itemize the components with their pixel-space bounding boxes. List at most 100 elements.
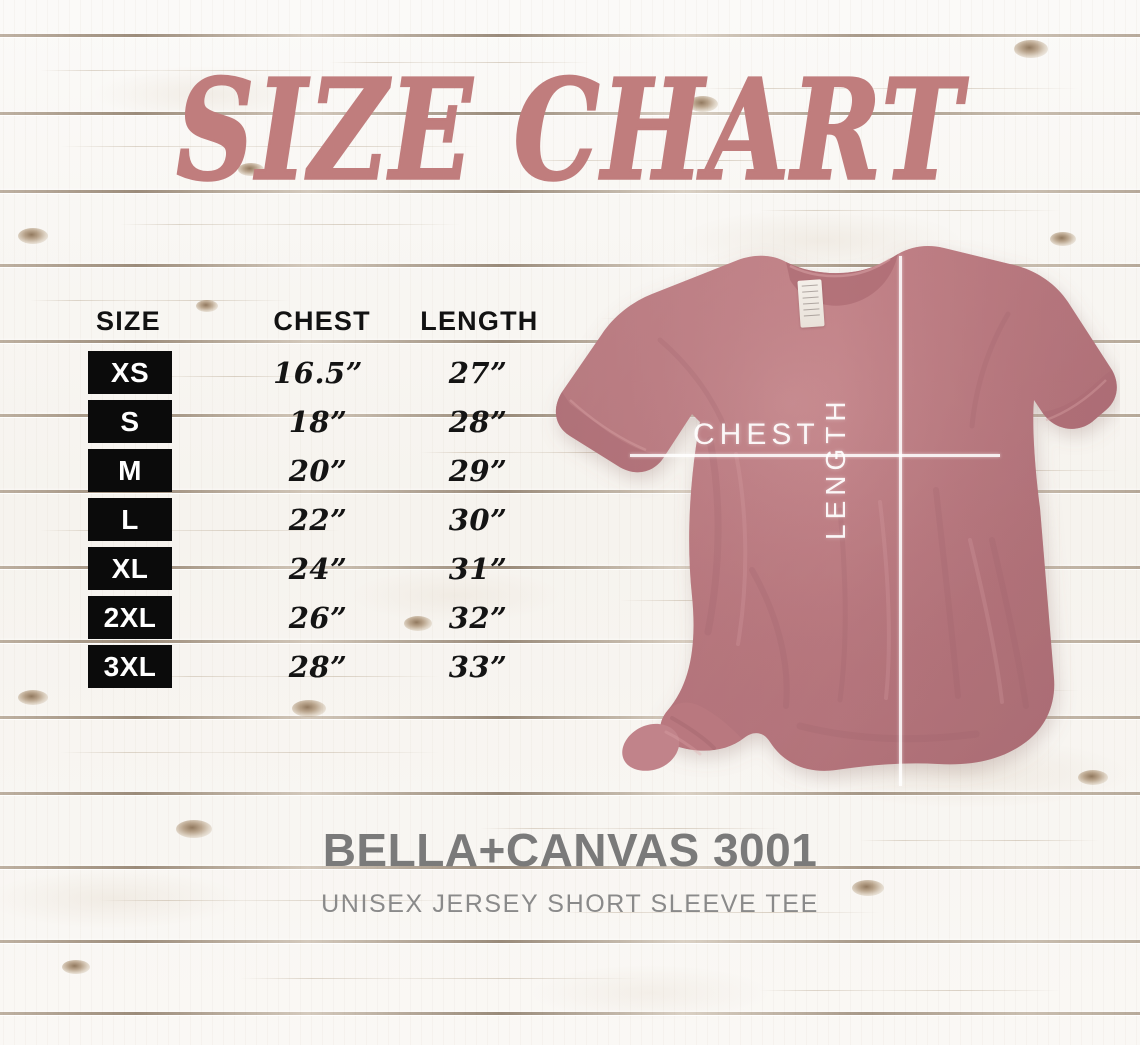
plank-seam	[0, 264, 1140, 267]
plank-seam	[0, 490, 1140, 493]
size-badge: L	[88, 498, 172, 541]
wood-grain-line	[30, 300, 290, 301]
neck-label-tag	[797, 279, 825, 328]
rolled-sleeve-cuffs	[555, 370, 1117, 473]
wood-grain-line	[480, 828, 780, 829]
table-row: L 22” 30”	[88, 495, 558, 544]
column-header-length: LENGTH	[420, 306, 539, 336]
wood-knot	[18, 228, 48, 244]
table-row: XL 24” 31”	[88, 544, 558, 593]
size-badge-cell: XS	[88, 351, 238, 394]
size-badge: 3XL	[88, 645, 172, 688]
hem-knot	[622, 702, 742, 771]
wood-grain-line	[140, 676, 440, 677]
size-badge: XL	[88, 547, 172, 590]
table-row: S 18” 28”	[88, 397, 558, 446]
table-row: 2XL 26” 32”	[88, 593, 558, 642]
wood-knot	[292, 700, 326, 717]
wood-grain-line	[520, 160, 820, 161]
plank-seam	[0, 112, 1140, 115]
chest-measurement: 24”	[288, 551, 348, 586]
plank-seam	[0, 640, 1140, 643]
length-measurement: 30”	[448, 502, 508, 537]
wood-grain-line	[330, 62, 590, 63]
wood-grain-line	[60, 146, 480, 147]
plank-seam	[0, 940, 1140, 943]
length-measurement: 29”	[448, 453, 508, 488]
size-badge-cell: 3XL	[88, 645, 238, 688]
column-header-chest: CHEST	[273, 306, 371, 336]
footer: BELLA+CANVAS 3001 UNISEX JERSEY SHORT SL…	[0, 826, 1140, 919]
size-badge-cell: M	[88, 449, 238, 492]
tshirt-illustration: CHEST LENGTH	[540, 240, 1120, 810]
wood-grain-line	[760, 990, 1060, 991]
chest-measurement: 18”	[288, 404, 348, 439]
length-measurement-line	[899, 256, 902, 786]
wood-grain-line	[860, 840, 1100, 841]
wood-knot	[404, 616, 432, 631]
length-measurement: 33”	[448, 649, 508, 684]
overlay-label-chest: CHEST	[693, 418, 820, 451]
wood-grain-line	[760, 210, 1060, 211]
chest-measurement-line	[630, 454, 1000, 457]
wood-grain-line	[40, 70, 340, 71]
tshirt-body-group	[555, 246, 1117, 771]
wood-knot	[1050, 232, 1076, 246]
size-table: SIZE CHEST LENGTH XS 16.5” 27” S 18” 28” M 20” 2…	[88, 306, 558, 691]
size-badge-cell: S	[88, 400, 238, 443]
table-row: 3XL 28” 33”	[88, 642, 558, 691]
length-measurement: 32”	[448, 600, 508, 635]
length-measurement: 28”	[448, 404, 508, 439]
plank-seam	[0, 1012, 1140, 1015]
wood-grain-line	[560, 912, 880, 913]
wood-grain-line	[90, 376, 310, 377]
plank-seam	[0, 792, 1140, 795]
wood-grain-line	[420, 452, 680, 453]
wood-knot	[176, 820, 212, 838]
wood-knot	[62, 960, 90, 974]
size-badge: 2XL	[88, 596, 172, 639]
length-measurement: 27”	[448, 355, 508, 390]
wood-grain-line	[700, 88, 1080, 89]
plank-seam	[0, 340, 1140, 343]
page-title: SIZE CHART	[175, 50, 964, 212]
overlay-label-length: LENGTH	[820, 396, 851, 540]
size-badge: S	[88, 400, 172, 443]
plank-seam	[0, 190, 1140, 193]
table-row: M 20” 29”	[88, 446, 558, 495]
plank-seam	[0, 866, 1140, 869]
wood-grain-line	[40, 530, 340, 531]
wood-knot	[18, 690, 48, 705]
wood-knot	[1078, 770, 1108, 785]
wood-knot	[196, 300, 218, 312]
length-measurement: 31”	[448, 551, 508, 586]
wood-grain-line	[240, 978, 640, 979]
product-description: UNISEX JERSEY SHORT SLEEVE TEE	[321, 890, 819, 919]
table-body: XS 16.5” 27” S 18” 28” M 20” 29” L 22” 30” XL 24” 31” 2…	[88, 348, 558, 691]
wood-knot	[852, 880, 884, 896]
size-badge-cell: 2XL	[88, 596, 238, 639]
column-header-size: SIZE	[96, 306, 161, 336]
chest-measurement: 26”	[288, 600, 348, 635]
plank-seam	[0, 716, 1140, 719]
plank-seam	[0, 566, 1140, 569]
size-badge: XS	[88, 351, 172, 394]
wood-knot	[688, 96, 718, 112]
chest-measurement: 28”	[288, 649, 348, 684]
table-header-row: SIZE CHEST LENGTH	[88, 306, 558, 348]
chest-measurement: 16.5”	[273, 355, 363, 390]
size-badge-cell: L	[88, 498, 238, 541]
size-badge-cell: XL	[88, 547, 238, 590]
wood-knot	[238, 163, 264, 176]
wood-knot	[1014, 40, 1048, 58]
chest-measurement: 20”	[288, 453, 348, 488]
plank-seam	[0, 34, 1140, 37]
chest-measurement: 22”	[288, 502, 348, 537]
wood-grain-line	[120, 224, 460, 225]
wood-grain-line	[100, 900, 460, 901]
wood-grain-line	[60, 752, 440, 753]
size-badge: M	[88, 449, 172, 492]
brand-name: BELLA+CANVAS 3001	[322, 824, 818, 876]
table-row: XS 16.5” 27”	[88, 348, 558, 397]
